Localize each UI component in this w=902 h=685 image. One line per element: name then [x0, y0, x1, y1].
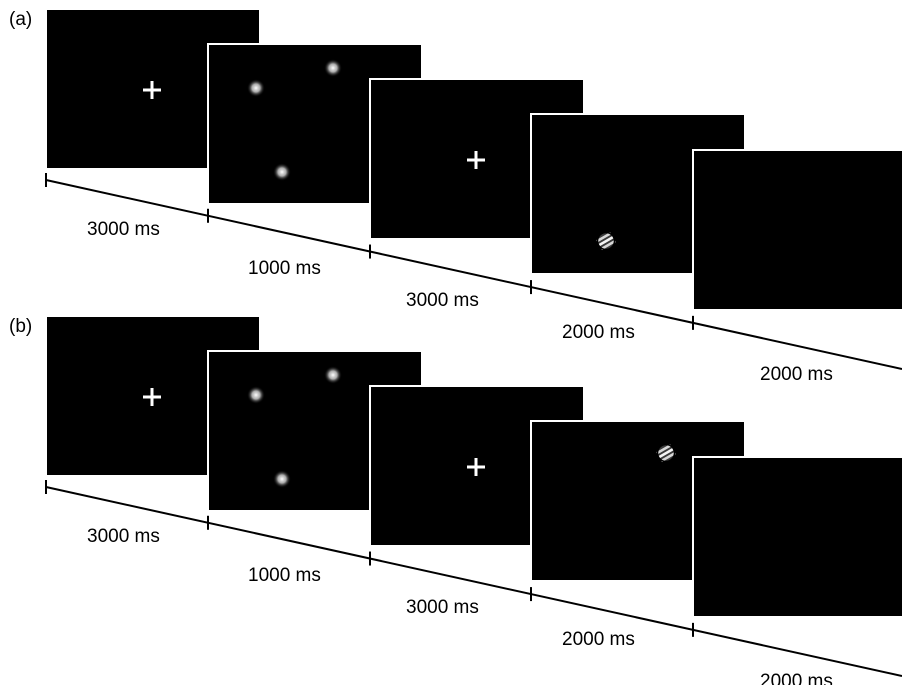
timeline-axis	[45, 486, 902, 677]
gabor-patch-icon	[656, 443, 676, 463]
duration-label: 2000 ms	[562, 629, 635, 650]
duration-label: 3000 ms	[87, 526, 160, 547]
gaussian-dot	[324, 366, 342, 384]
gaussian-dot	[273, 470, 291, 488]
stimulus-screen-blank	[692, 456, 902, 618]
gaussian-dot	[273, 163, 291, 181]
gaussian-dot	[247, 79, 265, 97]
duration-label: 1000 ms	[248, 258, 321, 279]
fixation-cross-icon	[143, 81, 161, 99]
gaussian-dot	[247, 386, 265, 404]
panel-label-a: (a)	[9, 9, 33, 30]
stimulus-screen-blank	[692, 149, 902, 311]
duration-label: 3000 ms	[406, 290, 479, 311]
timeline-axis	[45, 179, 902, 370]
panel-b: 3000 ms 1000 ms 3000 ms 2000 ms 2000 ms	[45, 315, 902, 685]
fixation-cross-icon	[467, 151, 485, 169]
panel-label-b: (b)	[9, 316, 33, 337]
duration-label: 2000 ms	[760, 671, 833, 685]
gaussian-dot	[324, 59, 342, 77]
fixation-cross-icon	[143, 388, 161, 406]
gabor-patch-icon	[596, 231, 616, 251]
fixation-cross-icon	[467, 458, 485, 476]
panel-a: 3000 ms 1000 ms 3000 ms 2000 ms 2000 ms	[45, 8, 902, 385]
duration-label: 3000 ms	[406, 597, 479, 618]
duration-label: 2000 ms	[760, 364, 833, 385]
duration-label: 3000 ms	[87, 219, 160, 240]
duration-label: 1000 ms	[248, 565, 321, 586]
duration-label: 2000 ms	[562, 322, 635, 343]
